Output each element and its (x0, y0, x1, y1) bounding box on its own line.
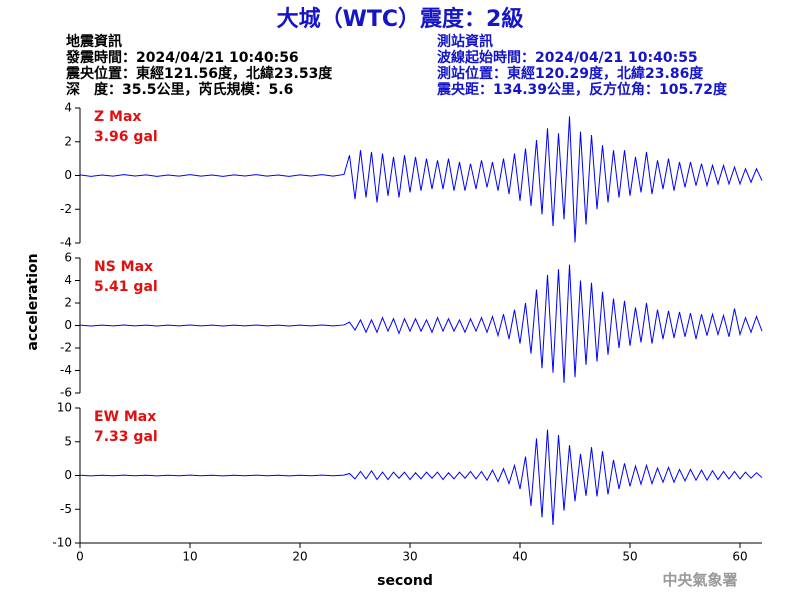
y-axis-label: acceleration (25, 253, 41, 350)
x-tick-label: 40 (512, 550, 527, 564)
waveform (79, 264, 763, 383)
header-right: 震央距：134.39公里，反方位角：105.72度 (436, 81, 728, 98)
y-tick-label: -2 (60, 202, 72, 216)
header-left: 震央位置：東經121.56度，北緯23.53度 (65, 65, 333, 82)
header-left: 地震資訊 (66, 33, 122, 50)
header-right: 測站資訊 (437, 33, 493, 50)
waveform (79, 429, 763, 526)
y-tick-label: 5 (64, 434, 72, 448)
x-tick-label: 60 (732, 550, 747, 564)
y-tick-label: 0 (64, 468, 72, 482)
title: 大城（WTC）震度：2級 (277, 6, 524, 32)
component-label: EW Max (94, 409, 156, 425)
max-label: 5.41 gal (94, 279, 158, 295)
max-label: 7.33 gal (94, 429, 158, 445)
header-left: 發震時間：2024/04/21 10:40:56 (65, 49, 299, 66)
y-tick-label: -10 (52, 536, 72, 550)
component-label: Z Max (94, 109, 141, 125)
header-left: 深 度：35.5公里，芮氏規模：5.6 (66, 81, 293, 98)
x-tick-label: 10 (182, 550, 197, 564)
y-tick-label: 2 (64, 296, 72, 310)
y-tick-label: 10 (57, 401, 72, 415)
x-tick-label: 20 (292, 550, 307, 564)
waveform (79, 116, 763, 243)
header-right: 波線起始時間：2024/04/21 10:40:55 (437, 49, 698, 66)
x-tick-label: 30 (402, 550, 417, 564)
y-tick-label: 6 (64, 251, 72, 265)
y-tick-label: 2 (64, 134, 72, 148)
header-right: 測站位置：東經120.29度，北緯23.86度 (437, 65, 704, 82)
y-tick-label: 0 (64, 168, 72, 182)
y-tick-label: -4 (60, 363, 72, 377)
y-tick-label: -5 (60, 502, 72, 516)
y-tick-label: 0 (64, 318, 72, 332)
x-axis-label: second (377, 573, 433, 589)
max-label: 3.96 gal (94, 129, 158, 145)
y-tick-label: -2 (60, 341, 72, 355)
component-label: NS Max (94, 259, 153, 275)
credit: 中央氣象署 (662, 571, 737, 589)
y-tick-label: -6 (60, 386, 72, 400)
y-tick-label: -4 (60, 236, 72, 250)
x-tick-label: 0 (76, 550, 84, 564)
y-tick-label: 4 (64, 101, 72, 115)
y-tick-label: 4 (64, 273, 72, 287)
x-tick-label: 50 (622, 550, 637, 564)
